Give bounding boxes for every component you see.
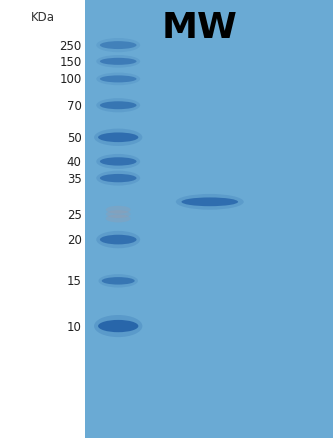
Ellipse shape <box>96 171 140 186</box>
Ellipse shape <box>94 129 143 147</box>
Ellipse shape <box>181 198 238 207</box>
Ellipse shape <box>100 174 137 183</box>
Ellipse shape <box>106 206 131 214</box>
Text: 25: 25 <box>67 208 82 221</box>
Ellipse shape <box>96 231 140 249</box>
Ellipse shape <box>96 74 140 86</box>
FancyBboxPatch shape <box>85 0 333 438</box>
Text: 35: 35 <box>67 172 82 185</box>
Text: KDa: KDa <box>31 11 55 24</box>
Ellipse shape <box>96 39 140 53</box>
Ellipse shape <box>100 102 137 110</box>
Ellipse shape <box>100 76 137 83</box>
Ellipse shape <box>102 278 135 285</box>
Ellipse shape <box>106 215 131 223</box>
Ellipse shape <box>98 133 138 143</box>
Ellipse shape <box>94 315 143 337</box>
Text: 40: 40 <box>67 155 82 169</box>
Ellipse shape <box>96 56 140 68</box>
Text: 50: 50 <box>67 131 82 145</box>
Ellipse shape <box>100 158 137 166</box>
Ellipse shape <box>96 99 140 113</box>
Text: 150: 150 <box>59 56 82 69</box>
Ellipse shape <box>100 42 137 50</box>
Text: MW: MW <box>162 11 238 45</box>
Ellipse shape <box>176 194 244 210</box>
Text: 15: 15 <box>67 275 82 288</box>
Ellipse shape <box>106 211 131 219</box>
Text: 250: 250 <box>59 39 82 53</box>
Ellipse shape <box>98 320 138 332</box>
Ellipse shape <box>100 59 137 66</box>
Text: 10: 10 <box>67 320 82 333</box>
Ellipse shape <box>99 275 138 288</box>
Ellipse shape <box>100 235 137 245</box>
Text: 100: 100 <box>59 73 82 86</box>
Text: 20: 20 <box>67 233 82 247</box>
Ellipse shape <box>96 155 140 170</box>
Text: 70: 70 <box>67 99 82 113</box>
